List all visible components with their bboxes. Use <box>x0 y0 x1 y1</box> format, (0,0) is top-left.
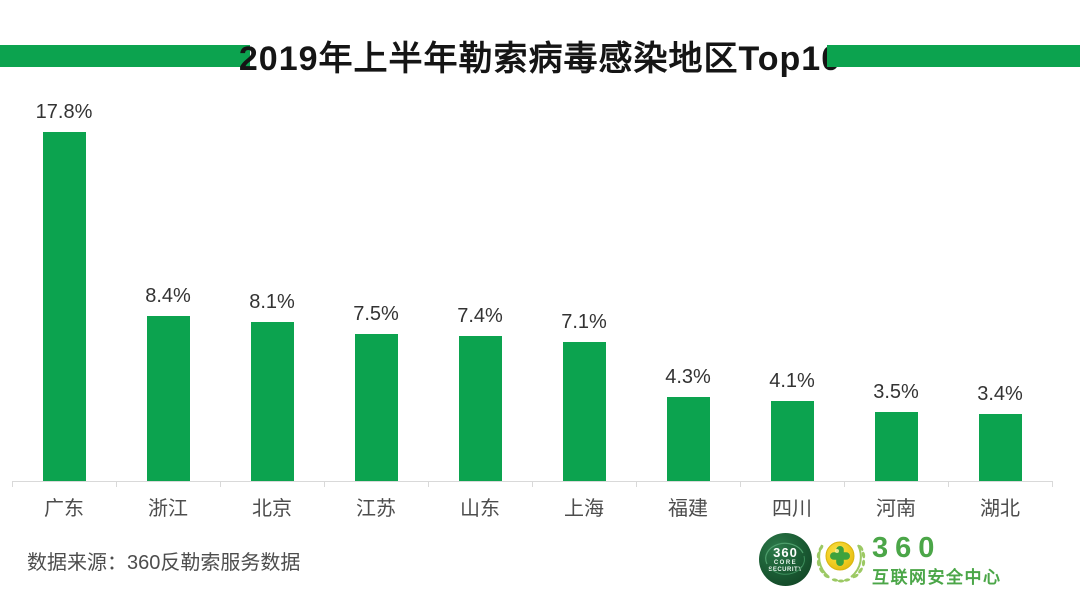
category-label: 山东 <box>460 498 500 520</box>
bar <box>562 342 606 481</box>
axis-tick <box>1052 481 1053 487</box>
bar <box>250 322 294 481</box>
title-banner-right-bar <box>827 45 1080 67</box>
data-source-note: 数据来源：360反勒索服务数据 <box>27 552 301 574</box>
axis-tick <box>324 481 325 487</box>
axis-tick <box>948 481 949 487</box>
category-label: 湖北 <box>980 498 1020 520</box>
category-label: 广东 <box>44 498 84 520</box>
title-banner-left-bar <box>0 45 250 67</box>
bar-value-label: 7.5% <box>353 303 399 325</box>
brand-subtitle-text: 互联网安全中心 <box>872 568 1002 587</box>
category-label: 浙江 <box>148 498 188 520</box>
brand-logos: 360 CORE SECURITY <box>750 530 1080 594</box>
internet-security-center-wreath-logo-icon <box>816 541 866 583</box>
axis-tick <box>12 481 13 487</box>
bar-value-label: 7.1% <box>561 311 607 333</box>
axis-tick <box>636 481 637 487</box>
bar <box>42 132 86 481</box>
category-label: 北京 <box>252 498 292 520</box>
bar <box>458 336 502 481</box>
category-label: 上海 <box>564 498 604 520</box>
axis-tick <box>844 481 845 487</box>
bar-value-label: 8.4% <box>145 285 191 307</box>
badge-360-text: 360 <box>773 544 798 560</box>
brand-text-block: 360 互联网安全中心 <box>872 532 1002 588</box>
bar <box>770 401 814 481</box>
bar <box>874 412 918 481</box>
axis-tick <box>220 481 221 487</box>
bar-value-label: 3.5% <box>873 381 919 403</box>
bar-value-label: 17.8% <box>35 101 93 123</box>
category-label: 福建 <box>668 498 708 520</box>
page-title: 2019年上半年勒索病毒感染地区Top10 <box>238 40 842 78</box>
axis-tick <box>532 481 533 487</box>
bar-value-label: 3.4% <box>977 383 1023 405</box>
bar-value-label: 7.4% <box>457 305 503 327</box>
category-label: 河南 <box>876 498 916 520</box>
axis-tick <box>740 481 741 487</box>
category-label: 四川 <box>772 498 812 520</box>
badge-core-text: CORE <box>773 559 798 566</box>
axis-tick <box>116 481 117 487</box>
bar-value-label: 4.3% <box>665 366 711 388</box>
bar <box>354 334 398 481</box>
bar-value-label: 4.1% <box>769 370 815 392</box>
bar-value-label: 8.1% <box>249 291 295 313</box>
360-core-security-badge-logo: 360 CORE SECURITY <box>759 533 812 586</box>
badge-swoosh-arc-icon <box>765 542 805 575</box>
badge-security-text: SECURITY <box>768 566 803 573</box>
axis-tick <box>428 481 429 487</box>
bar <box>146 316 190 481</box>
brand-360-text: 360 <box>872 532 942 564</box>
category-label: 江苏 <box>356 498 396 520</box>
bar <box>666 397 710 481</box>
bar <box>978 414 1022 481</box>
